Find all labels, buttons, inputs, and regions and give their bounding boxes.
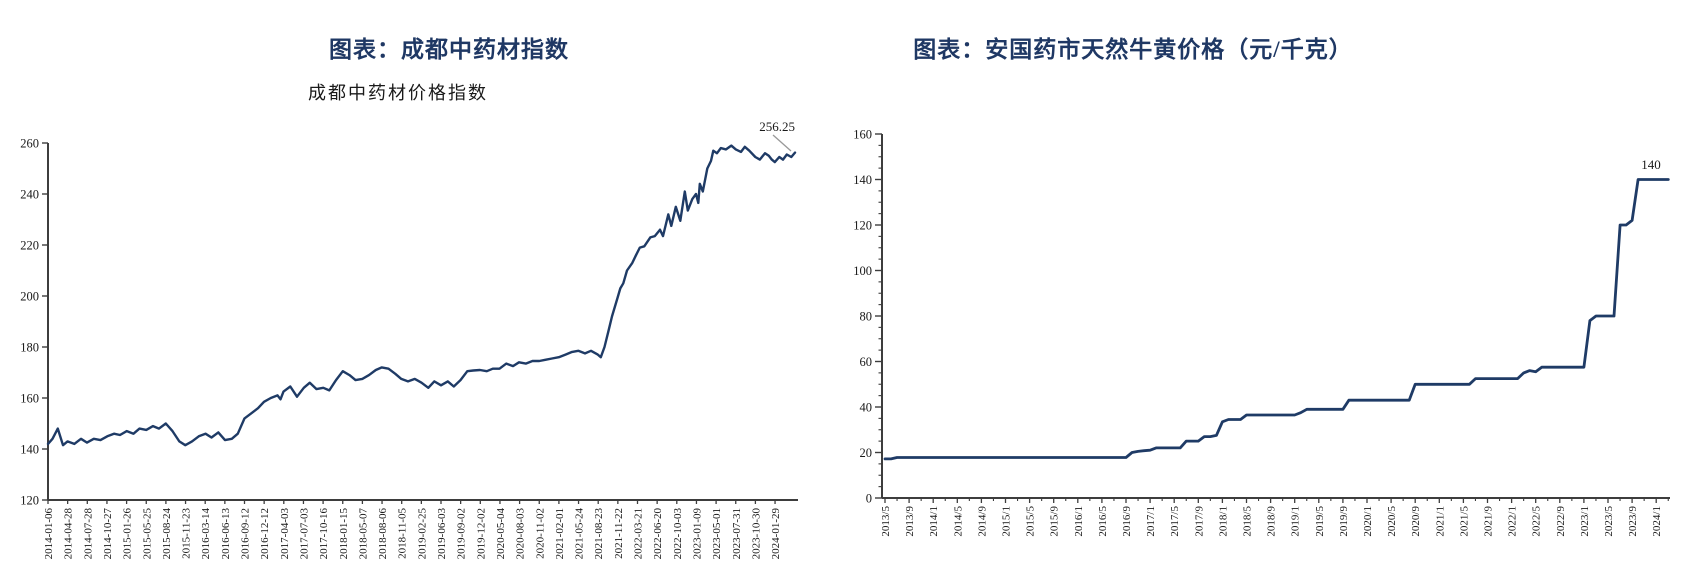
x-tick-label: 2023/5: [1603, 506, 1615, 537]
x-tick-label: 2017/5: [1169, 506, 1181, 537]
x-tick-label: 2023-05-01: [711, 508, 723, 559]
y-tick-label: 60: [860, 355, 873, 369]
x-tick-label: 2017/1: [1145, 506, 1157, 537]
left-chart-subtitle: 成都中药材价格指数: [308, 83, 488, 103]
x-tick-label: 2020-11-02: [534, 508, 546, 559]
x-tick-label: 2015/9: [1049, 506, 1061, 537]
x-tick-label: 2015-05-25: [141, 508, 153, 560]
x-tick-label: 2016/5: [1097, 506, 1109, 537]
x-tick-label: 2019/1: [1290, 506, 1302, 537]
x-tick-label: 2022/5: [1531, 506, 1543, 537]
x-tick-label: 2016-09-12: [240, 508, 252, 559]
x-tick-label: 2019/5: [1314, 506, 1326, 537]
x-tick-label: 2019-09-02: [456, 508, 468, 559]
x-tick-label: 2023-10-30: [750, 508, 762, 560]
x-tick-label: 2024/1: [1651, 506, 1663, 537]
x-tick-label: 2014-07-28: [82, 508, 94, 560]
y-tick-label: 240: [20, 188, 39, 202]
x-tick-label: 2014/9: [976, 506, 988, 537]
x-tick-label: 2019/9: [1338, 506, 1350, 537]
x-tick-label: 2021/5: [1458, 506, 1470, 537]
x-tick-label: 2022-10-03: [672, 508, 684, 560]
x-tick-label: 2019-06-03: [436, 508, 448, 560]
x-tick-label: 2024-01-29: [770, 508, 782, 560]
x-tick-label: 2018-11-05: [397, 508, 409, 559]
price-series-line: [883, 178, 1670, 461]
right-line-chart: 0 20 40 60 80 100 120 140 160 2013/5 2013/9 2014/1 2…: [853, 128, 1670, 537]
y-tick-label: 20: [860, 446, 873, 460]
right-chart-title: 图表：安国药市天然牛黄价格（元/千克）: [913, 37, 1353, 62]
y-tick-label: 100: [853, 264, 872, 278]
x-tick-label: 2014/5: [952, 506, 964, 537]
x-tick-label: 2021/9: [1483, 506, 1495, 537]
x-tick-label: 2015-01-26: [122, 508, 134, 560]
x-tick-label: 2023-01-09: [691, 508, 703, 560]
x-tick-label: 2023/1: [1579, 506, 1591, 537]
y-tick-label: 160: [853, 128, 872, 142]
x-tick-label: 2018/9: [1266, 506, 1278, 537]
y-tick-label: 140: [20, 443, 39, 457]
x-tick-label: 2014/1: [928, 506, 940, 537]
y-tick-label: 120: [853, 219, 872, 233]
x-tick-label: 2018-01-15: [338, 508, 350, 560]
x-tick-label: 2014-10-27: [102, 508, 114, 560]
end-value-label: 140: [1641, 157, 1661, 172]
x-tick-label: 2018-05-07: [357, 508, 369, 560]
end-value-label: 256.25: [759, 119, 795, 134]
x-tick-label: 2019-02-25: [416, 508, 428, 560]
price-series-line: [46, 144, 797, 447]
x-tick-label: 2020-05-04: [495, 508, 507, 560]
x-tick-label: 2021-02-01: [554, 508, 566, 559]
left-chart-title: 图表：成都中药材指数: [329, 37, 569, 62]
y-tick-label: 140: [853, 173, 872, 187]
x-tick-label: 2016-03-14: [200, 508, 212, 560]
x-tick-label: 2021-08-23: [593, 508, 605, 560]
x-tick-label: 2015/5: [1025, 506, 1037, 537]
y-tick-label: 120: [20, 494, 39, 508]
x-tick-label: 2018/1: [1217, 506, 1229, 537]
x-tick-label: 2017-10-16: [318, 508, 330, 560]
x-tick-label: 2017-07-03: [298, 508, 310, 560]
x-tick-label: 2020-08-03: [515, 508, 527, 560]
x-tick-label: 2022/9: [1555, 506, 1567, 537]
y-tick-label: 160: [20, 392, 39, 406]
x-tick-label: 2017-04-03: [279, 508, 291, 560]
x-tick-label: 2016-12-12: [259, 508, 271, 559]
x-tick-label: 2016/1: [1073, 506, 1085, 537]
x-tick-label: 2018/5: [1242, 506, 1254, 537]
x-tick-label: 2023-07-31: [731, 508, 743, 559]
y-tick-label: 200: [20, 290, 39, 304]
x-tick-label: 2017/9: [1193, 506, 1205, 537]
y-tick-label: 220: [20, 239, 39, 253]
x-tick-label: 2016-06-13: [220, 508, 232, 560]
x-tick-label: 2015/1: [1001, 506, 1013, 537]
x-tick-label: 2018-08-06: [377, 508, 389, 560]
x-tick-label: 2021/1: [1434, 506, 1446, 537]
x-tick-label: 2022-03-21: [633, 508, 645, 559]
x-tick-label: 2013/5: [880, 506, 892, 537]
x-tick-label: 2013/9: [904, 506, 916, 537]
x-tick-label: 2020/1: [1362, 506, 1374, 537]
x-tick-label: 2021-05-24: [574, 508, 586, 560]
x-tick-label: 2021-11-22: [613, 508, 625, 559]
x-tick-label: 2023/9: [1627, 506, 1639, 537]
x-tick-label: 2020/9: [1410, 506, 1422, 537]
y-tick-label: 180: [20, 341, 39, 355]
left-line-chart: 120 140 160 180 200 220 240 260 2014-01-06 2014-0…: [20, 119, 798, 560]
x-tick-label: 2015-11-23: [181, 508, 193, 559]
x-tick-label: 2019-12-02: [475, 508, 487, 559]
annotation-leader-line: [772, 134, 792, 152]
y-tick-label: 80: [860, 310, 873, 324]
x-tick-label: 2015-08-24: [161, 508, 173, 560]
y-tick-label: 40: [860, 401, 873, 415]
x-tick-label: 2014-04-28: [63, 508, 75, 560]
y-tick-label: 260: [20, 137, 39, 151]
y-tick-label: 0: [866, 492, 872, 506]
x-tick-label: 2022-06-20: [652, 508, 664, 560]
x-tick-label: 2020/5: [1386, 506, 1398, 537]
x-tick-label: 2022/1: [1507, 506, 1519, 537]
x-tick-label: 2014-01-06: [43, 508, 55, 560]
x-tick-label: 2016/9: [1121, 506, 1133, 537]
